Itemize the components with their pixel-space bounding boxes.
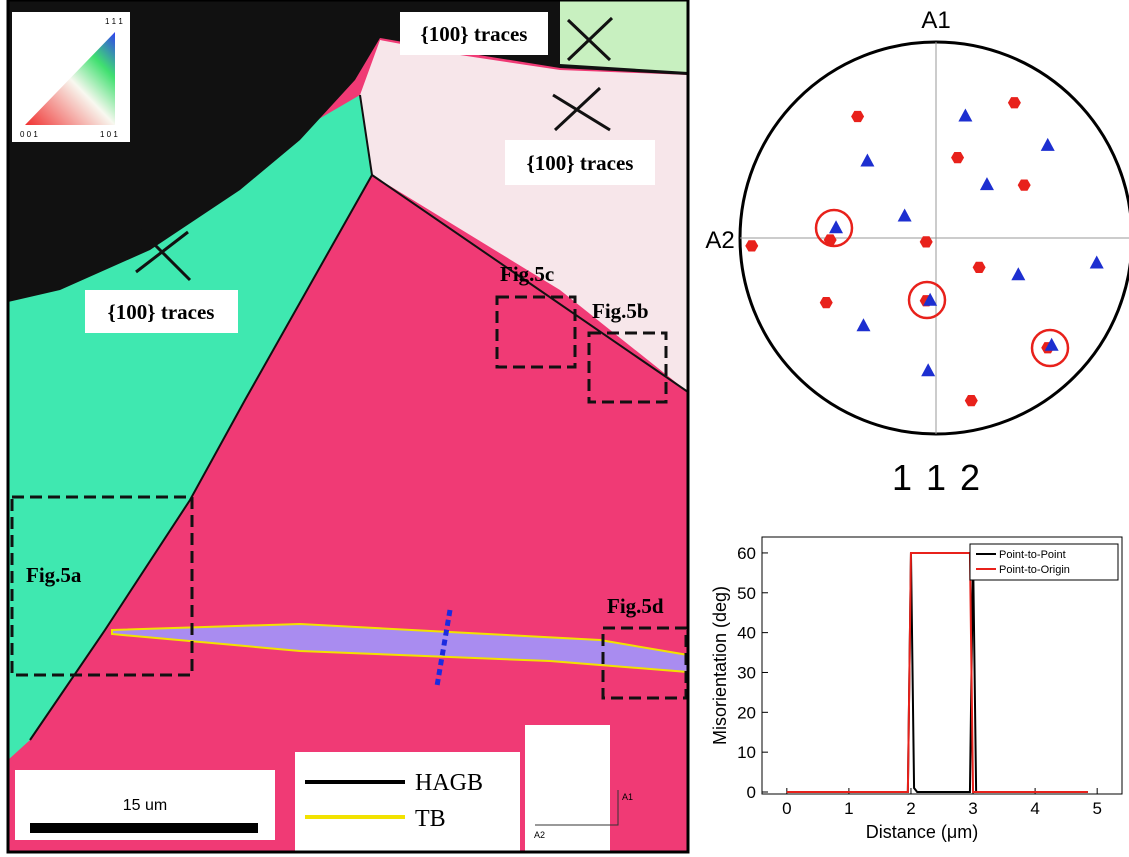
ebsd-map: {100} traces {100} traces {100} traces F… [8, 0, 688, 852]
pole-label: 1 1 2 [892, 457, 980, 498]
figure: {100} traces {100} traces {100} traces F… [0, 0, 1129, 857]
x-axis-title: Distance (μm) [866, 822, 978, 842]
pole-figure: A1 A2 1 1 2 [705, 7, 1129, 498]
x-tick-label: 0 [782, 799, 791, 818]
ipf-label: 1 1 1 [105, 17, 123, 26]
fig-label: Fig.5c [500, 262, 554, 286]
axis-label: A2 [534, 830, 545, 840]
trace-label: {100} traces [527, 151, 634, 175]
trace-label: {100} traces [108, 300, 215, 324]
y-tick-label: 0 [747, 783, 756, 802]
legend-label: TB [415, 806, 446, 832]
y-axis-title: Misorientation (deg) [710, 586, 730, 745]
axis-label: A1 [622, 792, 633, 802]
green-grain-top [560, 0, 688, 72]
y-tick-label: 10 [737, 743, 756, 762]
legend-label: Point-to-Origin [999, 564, 1070, 576]
x-tick-label: 5 [1092, 799, 1101, 818]
scale-label: 15 um [123, 797, 167, 814]
x-tick-label: 4 [1030, 799, 1039, 818]
legend-label: Point-to-Point [999, 549, 1066, 561]
ipf-label: 1 0 1 [100, 130, 118, 139]
ipf-label: 0 0 1 [20, 130, 38, 139]
y-tick-label: 40 [737, 624, 756, 643]
x-tick-label: 2 [906, 799, 915, 818]
fig-label: Fig.5b [592, 299, 649, 323]
legend-box [295, 752, 520, 852]
scale-bar [30, 823, 258, 833]
pole-label: A1 [921, 7, 950, 34]
y-tick-label: 60 [737, 544, 756, 563]
fig-label: Fig.5d [607, 594, 664, 618]
y-tick-label: 50 [737, 584, 756, 603]
fig-label: Fig.5a [26, 563, 82, 587]
pole-label: A2 [705, 227, 734, 254]
trace-label: {100} traces [421, 22, 528, 46]
legend-label: HAGB [415, 770, 483, 796]
x-tick-label: 3 [968, 799, 977, 818]
y-tick-label: 30 [737, 663, 756, 682]
x-tick-label: 1 [844, 799, 853, 818]
y-tick-label: 20 [737, 703, 756, 722]
